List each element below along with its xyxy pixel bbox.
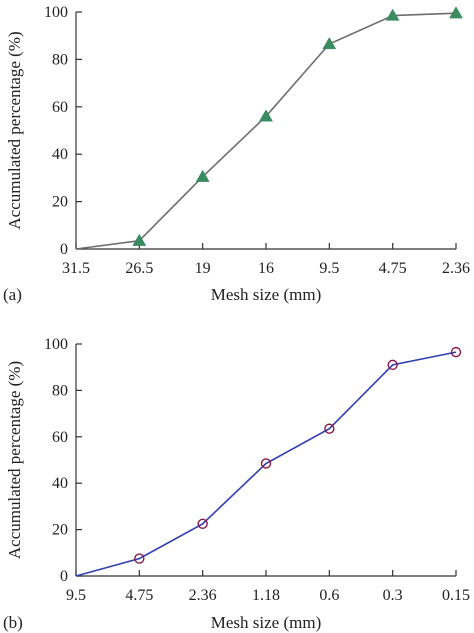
y-tick-label: 40 bbox=[52, 146, 68, 163]
x-tick-label: 0.15 bbox=[442, 587, 470, 604]
x-axis-label: Mesh size (mm) bbox=[211, 285, 321, 304]
x-tick-label: 19 bbox=[195, 260, 211, 277]
y-tick-label: 0 bbox=[60, 568, 68, 585]
x-tick-label: 9.5 bbox=[66, 587, 86, 604]
x-tick-label: 0.3 bbox=[383, 587, 403, 604]
data-point bbox=[195, 169, 210, 182]
y-tick-label: 80 bbox=[52, 51, 68, 68]
y-tick-label: 0 bbox=[60, 241, 68, 258]
series-line bbox=[75, 351, 457, 577]
x-axis-label: Mesh size (mm) bbox=[211, 613, 321, 632]
y-axis-label: Accumulated percentage (%) bbox=[5, 31, 24, 229]
data-point bbox=[132, 233, 147, 246]
data-point bbox=[449, 6, 463, 19]
y-tick-label: 20 bbox=[52, 522, 68, 539]
data-point bbox=[260, 458, 272, 469]
data-point bbox=[385, 8, 400, 21]
y-tick-label: 60 bbox=[52, 429, 68, 446]
x-tick-label: 16 bbox=[258, 260, 274, 277]
x-tick-label: 2.36 bbox=[442, 260, 470, 277]
chart-panel-b: 0 20 40 60 80 100 9.5 4.75 2.36 1.18 0.6 0.3 0.15 Mes… bbox=[3, 336, 470, 632]
data-point bbox=[322, 36, 337, 50]
y-tick-label: 100 bbox=[44, 336, 68, 353]
x-tick-label: 4.75 bbox=[379, 260, 407, 277]
data-point bbox=[387, 359, 398, 371]
data-point bbox=[450, 346, 462, 358]
series-line bbox=[75, 12, 457, 250]
y-tick-label: 100 bbox=[44, 4, 68, 21]
x-tick-label: 2.36 bbox=[189, 587, 217, 604]
x-tick-label: 26.5 bbox=[125, 260, 153, 277]
x-tick-label: 31.5 bbox=[62, 260, 90, 277]
y-tick-label: 40 bbox=[52, 475, 68, 492]
x-tick-label: 9.5 bbox=[319, 260, 339, 277]
panel-label: (b) bbox=[3, 613, 23, 632]
chart-panel-a: 0 20 40 60 80 100 31.5 26.5 19 16 9.5 4.75 2.36 Mesh … bbox=[3, 4, 470, 304]
x-tick-label: 1.18 bbox=[252, 587, 280, 604]
x-tick-label: 0.6 bbox=[319, 587, 339, 604]
data-point bbox=[259, 109, 273, 122]
data-point bbox=[197, 518, 208, 529]
y-tick-label: 20 bbox=[52, 194, 68, 211]
y-tick-label: 60 bbox=[52, 99, 68, 116]
x-tick-label: 4.75 bbox=[125, 587, 153, 604]
panel-label: (a) bbox=[3, 285, 22, 304]
y-tick-label: 80 bbox=[52, 382, 68, 399]
y-axis-label: Accumulated percentage (%) bbox=[5, 361, 24, 559]
data-point bbox=[134, 553, 145, 564]
data-point bbox=[324, 423, 335, 434]
